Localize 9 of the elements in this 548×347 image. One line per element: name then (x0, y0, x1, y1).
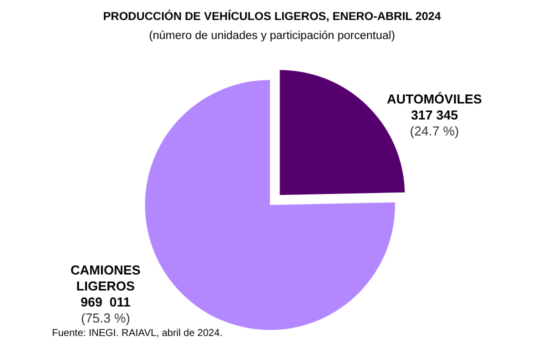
chart-title: PRODUCCIÓN DE VEHÍCULOS LIGEROS, ENERO-ABRIL 2024 (103, 9, 442, 23)
text: (75.3 %) (80, 310, 130, 326)
text: (24.7 %) (410, 124, 460, 139)
slice-label: AUTOMÓVILES (386, 92, 482, 107)
slice-label: CAMIONES LIGEROS (70, 262, 141, 294)
chart-subtitle: (número de unidades y participación porcentual) (148, 30, 396, 42)
source-note: Fuente: INEGI. RAIAVL, abril de 2024. (52, 328, 222, 339)
data-label: 969 011 (80, 294, 131, 310)
data-label: 317 345 (410, 108, 458, 123)
